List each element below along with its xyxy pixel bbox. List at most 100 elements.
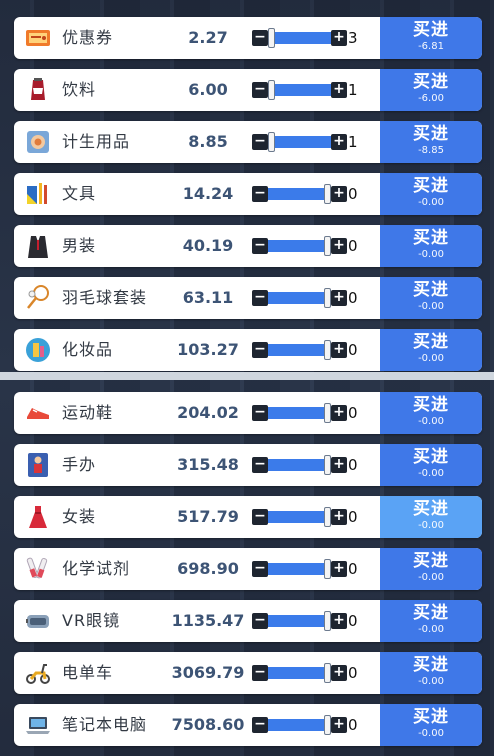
buy-button[interactable]: 买进 -6.00 bbox=[380, 69, 482, 111]
decrease-quantity-button[interactable]: − bbox=[252, 509, 268, 525]
badminton-icon bbox=[24, 284, 52, 312]
slider-handle[interactable] bbox=[268, 132, 275, 152]
menswear-icon bbox=[24, 232, 52, 260]
quantity-slider[interactable] bbox=[268, 611, 331, 631]
decrease-quantity-button[interactable]: − bbox=[252, 561, 268, 577]
buy-cost: -0.00 bbox=[418, 353, 444, 364]
buy-button[interactable]: 买进 -0.00 bbox=[380, 548, 482, 590]
buy-button[interactable]: 买进 -0.00 bbox=[380, 173, 482, 215]
item-name: 羽毛球套装 bbox=[62, 288, 148, 307]
decrease-quantity-button[interactable]: − bbox=[252, 186, 268, 202]
quantity-slider[interactable] bbox=[268, 132, 331, 152]
quantity-slider[interactable] bbox=[268, 663, 331, 683]
test-tube-icon bbox=[24, 555, 52, 583]
decrease-quantity-button[interactable]: − bbox=[252, 613, 268, 629]
shop-row-cosmetics: 化妆品 103.27− +0 买进 -0.00 bbox=[14, 329, 482, 371]
buy-button[interactable]: 买进 -0.00 bbox=[380, 225, 482, 267]
decrease-quantity-button[interactable]: − bbox=[252, 665, 268, 681]
increase-quantity-button[interactable]: + bbox=[331, 457, 347, 473]
increase-quantity-button[interactable]: + bbox=[331, 342, 347, 358]
scooter-icon bbox=[24, 659, 52, 687]
quantity-slider[interactable] bbox=[268, 403, 331, 423]
cosmetics-icon bbox=[24, 336, 52, 364]
increase-quantity-button[interactable]: + bbox=[331, 405, 347, 421]
buy-button[interactable]: 买进 -0.00 bbox=[380, 329, 482, 371]
decrease-quantity-button[interactable]: − bbox=[252, 405, 268, 421]
slider-handle[interactable] bbox=[324, 455, 331, 475]
buy-button[interactable]: 买进 -0.00 bbox=[380, 600, 482, 642]
slider-handle[interactable] bbox=[324, 236, 331, 256]
slider-handle[interactable] bbox=[324, 507, 331, 527]
buy-cost: -0.00 bbox=[418, 249, 444, 260]
item-price: 204.02 bbox=[177, 403, 239, 422]
buy-button[interactable]: 买进 -0.00 bbox=[380, 277, 482, 319]
increase-quantity-button[interactable]: + bbox=[331, 717, 347, 733]
stationery-icon bbox=[24, 180, 52, 208]
increase-quantity-button[interactable]: + bbox=[331, 665, 347, 681]
decrease-quantity-button[interactable]: − bbox=[252, 238, 268, 254]
slider-handle[interactable] bbox=[268, 80, 275, 100]
slider-handle[interactable] bbox=[324, 715, 331, 735]
increase-quantity-button[interactable]: + bbox=[331, 613, 347, 629]
quantity-slider[interactable] bbox=[268, 288, 331, 308]
decrease-quantity-button[interactable]: − bbox=[252, 457, 268, 473]
quantity-slider[interactable] bbox=[268, 80, 331, 100]
increase-quantity-button[interactable]: + bbox=[331, 238, 347, 254]
slider-handle[interactable] bbox=[324, 184, 331, 204]
quantity-slider[interactable] bbox=[268, 28, 331, 48]
increase-quantity-button[interactable]: + bbox=[331, 561, 347, 577]
buy-button[interactable]: 买进 -0.00 bbox=[380, 392, 482, 434]
buy-button[interactable]: 买进 -0.00 bbox=[380, 496, 482, 538]
buy-button[interactable]: 买进 -8.85 bbox=[380, 121, 482, 163]
shop-row-dress: 女装 517.79− +0 买进 -0.00 bbox=[14, 496, 482, 538]
decrease-quantity-button[interactable]: − bbox=[252, 134, 268, 150]
increase-quantity-button[interactable]: + bbox=[331, 509, 347, 525]
quantity-slider[interactable] bbox=[268, 455, 331, 475]
vr-headset-icon bbox=[24, 607, 52, 635]
slider-handle[interactable] bbox=[324, 340, 331, 360]
decrease-quantity-button[interactable]: − bbox=[252, 30, 268, 46]
slider-handle[interactable] bbox=[324, 663, 331, 683]
item-name: 男装 bbox=[62, 236, 97, 255]
slider-handle[interactable] bbox=[324, 288, 331, 308]
increase-quantity-button[interactable]: + bbox=[331, 290, 347, 306]
increase-quantity-button[interactable]: + bbox=[331, 82, 347, 98]
buy-cost: -0.00 bbox=[418, 416, 444, 427]
decrease-quantity-button[interactable]: − bbox=[252, 717, 268, 733]
buy-button[interactable]: 买进 -6.81 bbox=[380, 17, 482, 59]
contraceptive-icon bbox=[24, 128, 52, 156]
item-quantity: 0 bbox=[348, 664, 358, 682]
slider-handle[interactable] bbox=[268, 28, 275, 48]
buy-button[interactable]: 买进 -0.00 bbox=[380, 704, 482, 746]
dress-icon bbox=[24, 503, 52, 531]
increase-quantity-button[interactable]: + bbox=[331, 186, 347, 202]
quantity-slider[interactable] bbox=[268, 507, 331, 527]
item-price: 103.27 bbox=[177, 340, 239, 359]
drink-icon bbox=[24, 76, 52, 104]
buy-button-label: 买进 bbox=[413, 707, 449, 727]
quantity-slider[interactable] bbox=[268, 559, 331, 579]
quantity-slider[interactable] bbox=[268, 236, 331, 256]
item-name: 饮料 bbox=[62, 80, 97, 99]
item-price: 7508.60 bbox=[171, 715, 245, 734]
quantity-slider[interactable] bbox=[268, 715, 331, 735]
buy-button-label: 买进 bbox=[413, 395, 449, 415]
buy-button[interactable]: 买进 -0.00 bbox=[380, 652, 482, 694]
increase-quantity-button[interactable]: + bbox=[331, 134, 347, 150]
item-quantity: 1 bbox=[348, 81, 358, 99]
increase-quantity-button[interactable]: + bbox=[331, 30, 347, 46]
buy-button[interactable]: 买进 -0.00 bbox=[380, 444, 482, 486]
slider-handle[interactable] bbox=[324, 611, 331, 631]
item-name: 化妆品 bbox=[62, 340, 114, 359]
item-quantity: 0 bbox=[348, 404, 358, 422]
decrease-quantity-button[interactable]: − bbox=[252, 342, 268, 358]
quantity-slider[interactable] bbox=[268, 184, 331, 204]
shop-row-test-tube: 化学试剂 698.90− +0 买进 -0.00 bbox=[14, 548, 482, 590]
slider-handle[interactable] bbox=[324, 559, 331, 579]
shop-row-drink: 饮料 6.00 − +1 买进 -6.00 bbox=[14, 69, 482, 111]
decrease-quantity-button[interactable]: − bbox=[252, 82, 268, 98]
quantity-slider[interactable] bbox=[268, 340, 331, 360]
item-name: 优惠券 bbox=[62, 28, 114, 47]
slider-handle[interactable] bbox=[324, 403, 331, 423]
decrease-quantity-button[interactable]: − bbox=[252, 290, 268, 306]
